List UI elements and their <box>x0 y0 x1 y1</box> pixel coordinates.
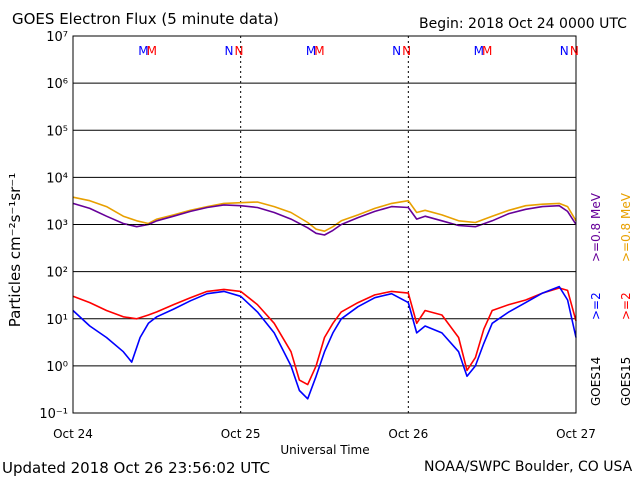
y-tick-label: 10⁻¹ <box>39 407 68 422</box>
series-line-3 <box>72 285 577 400</box>
legend-entry: >=0.8 MeV <box>619 192 633 262</box>
y-tick-labels: 10⁷ 10⁶ 10⁵ 10⁴ 10³ 10² 10¹ 10⁰ 10⁻¹ <box>39 30 68 422</box>
begin-time: Begin: 2018 Oct 24 0000 UTC <box>419 16 627 32</box>
event-marker-n: N <box>402 44 411 58</box>
updated-time: Updated 2018 Oct 26 23:56:02 UTC <box>2 459 270 477</box>
event-marker-n: N <box>560 44 569 58</box>
x-axis-label: Universal Time <box>280 443 369 457</box>
y-axis-label: Particles cm⁻²s⁻¹sr⁻¹ <box>6 173 24 327</box>
legend-entry: >=2 <box>619 292 633 320</box>
x-tick-label: Oct 26 <box>388 427 428 441</box>
event-marker-m: M <box>147 44 157 58</box>
series-line-0 <box>72 196 577 232</box>
legend-entry: >=2 <box>589 292 603 320</box>
event-marker-n: N <box>224 44 233 58</box>
plot-border <box>72 35 577 414</box>
x-tick-label: Oct 24 <box>53 427 93 441</box>
y-tick-label: 10⁵ <box>46 124 68 139</box>
event-marker-m: M <box>138 44 148 58</box>
y-tick-label: 10⁶ <box>46 77 68 92</box>
y-tick-label: 10³ <box>46 219 68 234</box>
credit-text: NOAA/SWPC Boulder, CO USA <box>424 459 633 475</box>
chart-title: GOES Electron Flux (5 minute data) <box>12 10 279 28</box>
event-marker-m: M <box>314 44 324 58</box>
event-marker-m: M <box>482 44 492 58</box>
legend-entry: GOES14 <box>589 357 603 406</box>
grid-lines <box>73 36 576 413</box>
y-tick-label: 10⁰ <box>46 360 68 375</box>
event-marker-n: N <box>392 44 401 58</box>
y-tick-label: 10⁷ <box>46 30 68 45</box>
event-marker-m: M <box>474 44 484 58</box>
y-tick-label: 10¹ <box>46 313 68 328</box>
x-tick-label: Oct 25 <box>221 427 261 441</box>
series-line-2 <box>72 287 577 386</box>
event-markers: MM N N MM N N MM N N <box>138 44 579 58</box>
legend-entry: >=0.8 MeV <box>589 192 603 262</box>
series-line-1 <box>72 202 577 236</box>
x-tick-label: Oct 27 <box>556 427 596 441</box>
y-tick-label: 10⁴ <box>46 171 68 186</box>
x-tick-labels: Oct 24 Oct 25 Oct 26 Oct 27 <box>53 427 596 441</box>
right-legend: GOES15 >=2 >=0.8 MeV GOES14 >=2 >=0.8 MeV <box>589 192 633 406</box>
series-lines <box>72 196 577 400</box>
event-marker-m: M <box>306 44 316 58</box>
event-marker-n: N <box>234 44 243 58</box>
y-tick-label: 10² <box>46 266 68 281</box>
plot-frame <box>72 35 577 414</box>
legend-entry: GOES15 <box>619 357 633 406</box>
event-marker-n: N <box>570 44 579 58</box>
